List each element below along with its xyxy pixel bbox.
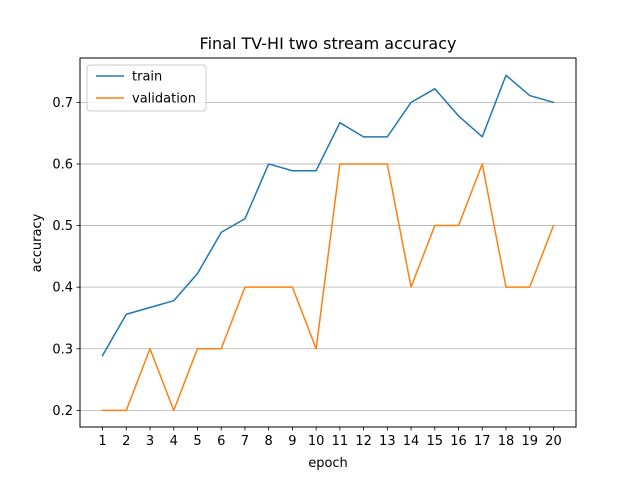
- x-tick-label: 14: [403, 434, 420, 449]
- series-line-validation: [101, 163, 555, 412]
- x-tick-label: 9: [288, 434, 296, 449]
- x-tick-label: 2: [122, 434, 130, 449]
- y-tick-label: 0.3: [52, 342, 73, 357]
- legend: train validation: [86, 64, 207, 112]
- x-tick-label: 11: [332, 434, 349, 449]
- x-tick-label: 15: [427, 434, 444, 449]
- x-tick-label: 7: [241, 434, 249, 449]
- y-tick-label: 0.7: [52, 96, 73, 111]
- series-lines: [101, 74, 555, 412]
- x-tick-label: 13: [379, 434, 396, 449]
- legend-label-validation: validation: [132, 92, 196, 107]
- x-tick-label: 4: [170, 434, 178, 449]
- x-axis-ticks: 1 2 3 4 5 6 7 8 9 10 11 12 13 14 15 16 17 18 19 20: [98, 427, 562, 449]
- x-tick-label: 8: [265, 434, 273, 449]
- y-tick-label: 0.6: [52, 157, 73, 172]
- grid-lines: [80, 101, 576, 411]
- x-tick-label: 10: [308, 434, 325, 449]
- x-tick-label: 12: [355, 434, 372, 449]
- x-tick-label: 17: [474, 434, 491, 449]
- legend-label-train: train: [132, 70, 162, 85]
- series-line-train: [101, 74, 555, 357]
- x-tick-label: 20: [545, 434, 562, 449]
- x-tick-label: 19: [521, 434, 538, 449]
- x-tick-label: 16: [450, 434, 467, 449]
- x-axis-label: epoch: [308, 456, 348, 471]
- y-axis-ticks: 0.2 0.3 0.4 0.5 0.6 0.7: [52, 96, 80, 419]
- x-tick-label: 3: [146, 434, 154, 449]
- y-tick-label: 0.5: [52, 219, 73, 234]
- plot-frame: [79, 57, 577, 428]
- chart-title: Final TV-HI two stream accuracy: [200, 34, 457, 53]
- y-tick-label: 0.2: [52, 404, 73, 419]
- x-tick-label: 5: [193, 434, 201, 449]
- x-tick-label: 1: [98, 434, 106, 449]
- x-tick-label: 6: [217, 434, 225, 449]
- y-axis-label: accuracy: [30, 213, 45, 272]
- x-tick-label: 18: [498, 434, 515, 449]
- y-tick-label: 0.4: [52, 281, 73, 296]
